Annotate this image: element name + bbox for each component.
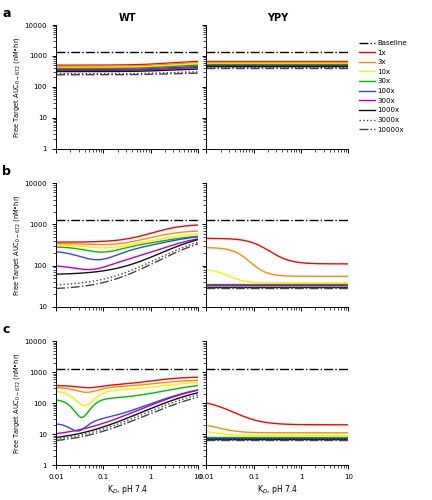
X-axis label: K$_D$, pH 7.4: K$_D$, pH 7.4 — [257, 483, 298, 496]
Text: b: b — [2, 166, 11, 178]
X-axis label: K$_D$, pH 7.4: K$_D$, pH 7.4 — [107, 483, 148, 496]
Text: c: c — [2, 324, 10, 336]
Y-axis label: Free Target AUC$_{0-672}$ (nM•hr): Free Target AUC$_{0-672}$ (nM•hr) — [12, 36, 22, 138]
Text: a: a — [2, 7, 11, 20]
Title: YPY: YPY — [267, 13, 288, 23]
Y-axis label: Free Target AUC$_{0-672}$ (nM•hr): Free Target AUC$_{0-672}$ (nM•hr) — [12, 194, 22, 296]
Y-axis label: Free Target AUC$_{0-672}$ (nM•hr): Free Target AUC$_{0-672}$ (nM•hr) — [12, 352, 22, 454]
Title: WT: WT — [118, 13, 136, 23]
Legend: Baseline, 1x, 3x, 10x, 30x, 100x, 300x, 1000x, 3000x, 10000x: Baseline, 1x, 3x, 10x, 30x, 100x, 300x, … — [356, 38, 410, 136]
